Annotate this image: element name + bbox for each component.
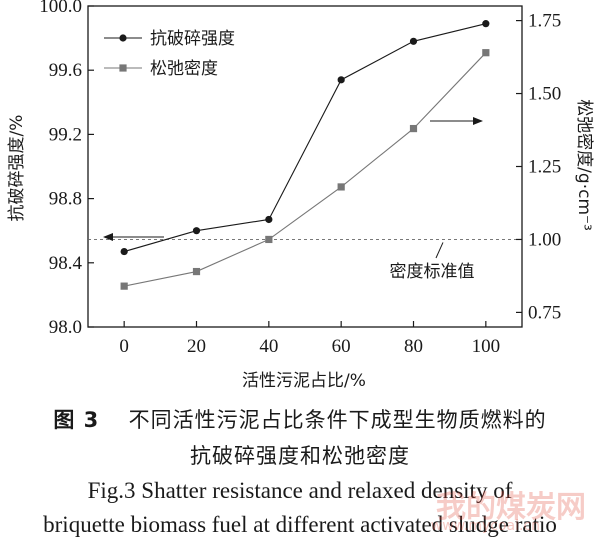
caption-chinese-line1: 图 3 不同活性污泥占比条件下成型生物质燃料的 <box>0 404 600 434</box>
reference-line-label: 密度标准值 <box>390 262 475 282</box>
caption-en-title-line1: Fig.3 Shatter resistance and relaxed den… <box>87 478 513 503</box>
x-tick-label: 40 <box>259 336 278 357</box>
x-tick-label: 0 <box>119 336 129 357</box>
axis-arrows <box>103 117 483 241</box>
data-point-2 <box>120 282 128 290</box>
y-left-tick-label: 100.0 <box>39 0 82 17</box>
data-point-1 <box>192 227 201 235</box>
legend-label-1: 抗破碎强度 <box>150 29 235 49</box>
series-line-2 <box>124 52 487 287</box>
y-right-tick-label: 1.25 <box>528 157 561 178</box>
ticks-layer: 0 20 40 60 80 100 98.0 98.4 98.8 99.2 99.6 100.0 0.7… <box>39 0 561 357</box>
y-left-tick-label: 98.4 <box>49 253 83 274</box>
y-right-tick-label: 0.75 <box>528 302 561 323</box>
y-right-tick-label: 1.75 <box>528 11 561 32</box>
caption-cn-title-line1: 不同活性污泥占比条件下成型生物质燃料的 <box>128 408 547 432</box>
y-left-tick-label: 99.2 <box>49 124 82 145</box>
caption-english-line1: Fig.3 Shatter resistance and relaxed den… <box>0 478 600 504</box>
data-point-2 <box>482 49 490 57</box>
x-tick-label: 80 <box>404 336 423 357</box>
data-point-1 <box>482 20 490 28</box>
data-point-2 <box>337 183 345 191</box>
series-layer <box>120 20 490 290</box>
figure-number: 图 3 <box>53 408 100 432</box>
caption-en-title-line2: briquette biomass fuel at different acti… <box>43 512 557 537</box>
series-line-1 <box>124 23 486 253</box>
watermark-url: www.mycoal.cn <box>430 518 540 534</box>
legend-marker-2 <box>119 64 127 72</box>
y-left-tick-label: 98.0 <box>49 317 82 338</box>
y-right-tick-label: 1.50 <box>528 84 561 105</box>
caption-chinese-line2: 抗破碎强度和松弛密度 <box>0 440 600 470</box>
watermark-logo: 我的煤炭网 <box>436 490 586 525</box>
chart: 0 20 40 60 80 100 98.0 98.4 98.8 99.2 99.6 100.0 0.7… <box>7 0 594 390</box>
x-tick-label: 20 <box>187 336 206 357</box>
reference-pointer <box>435 242 444 259</box>
y-right-tick-label: 1.00 <box>528 229 561 250</box>
data-point-1 <box>409 37 418 45</box>
data-point-1 <box>120 247 128 256</box>
legend-marker-1 <box>119 34 127 42</box>
y-left-tick-label: 98.8 <box>49 189 82 210</box>
x-axis-label: 活性污泥占比/% <box>242 371 366 390</box>
legend-label-2: 松弛密度 <box>150 59 218 79</box>
x-tick-label: 100 <box>472 336 501 357</box>
data-point-2 <box>192 267 201 276</box>
data-point-1 <box>337 76 345 84</box>
data-point-2 <box>265 235 273 244</box>
y-axis-left-label: 抗破碎强度/% <box>7 115 27 222</box>
reference-layer <box>88 239 522 259</box>
y-axis-right-label: 松弛密度/g·cm⁻³ <box>574 99 594 231</box>
x-tick-label: 60 <box>332 336 351 357</box>
data-point-1 <box>265 215 273 224</box>
y-left-tick-label: 99.6 <box>49 60 82 81</box>
data-point-2 <box>409 124 418 133</box>
caption-english-line2: briquette biomass fuel at different acti… <box>0 512 600 538</box>
caption-cn-title-line2: 抗破碎强度和松弛密度 <box>190 444 410 468</box>
